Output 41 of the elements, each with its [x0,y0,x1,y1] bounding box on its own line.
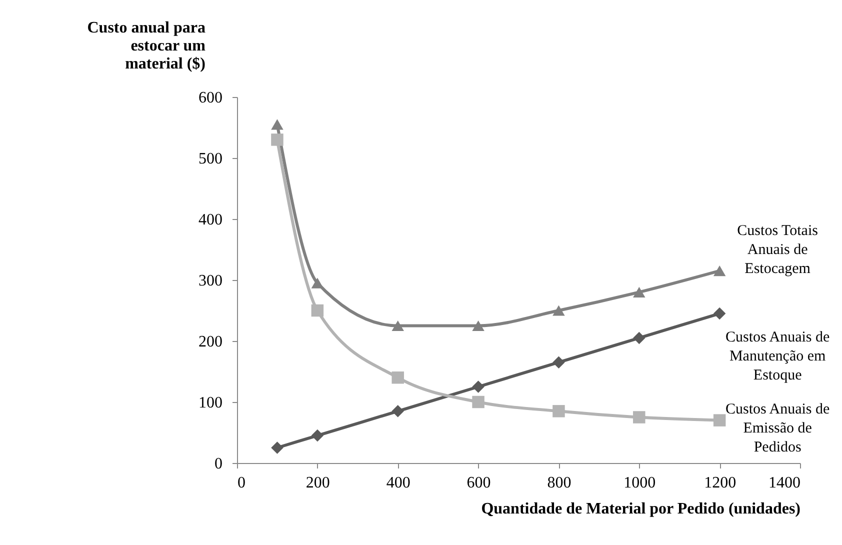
series-label: Custos Totais Anuais de Estocagem [737,222,818,277]
point [311,304,324,317]
y-tick-label: 200 [198,334,222,350]
y-tick-label: 100 [198,394,222,412]
point [271,119,284,130]
point [472,320,484,332]
point [713,307,726,320]
point [472,380,484,393]
y-tick-label: 600 [198,90,222,106]
y-axis-title: Custo anual para estocar um material ($) [87,20,206,72]
x-tick-label: 1400 [768,474,800,492]
point [552,305,565,316]
point [392,405,404,418]
point [633,411,646,424]
point [552,405,565,418]
x-tick-label: 600 [466,474,491,492]
x-tick-label: 800 [547,474,572,492]
point [392,371,404,384]
point [271,134,284,146]
y-tick-label: 0 [214,456,222,472]
y-tick-label: 500 [198,150,222,168]
point [311,278,324,288]
point [311,429,324,442]
series-label: Custos Anuais de Manutenção em Estoque [725,330,830,384]
series-label: Custos Anuais de Emissão de Pedidos [725,401,830,456]
x-axis-title: Quantidade de Material por Pedido (unidades) [481,500,800,518]
point [713,414,726,426]
x-tick-label: 1000 [624,474,656,492]
x-tick-label: 1200 [704,474,736,492]
point [271,442,284,454]
point [633,332,646,344]
y-tick-label: 400 [198,212,222,228]
y-tick-label: 300 [198,272,222,290]
x-tick-label: 0 [238,474,246,492]
x-tick-label: 400 [386,474,410,492]
point [392,320,404,332]
point [552,356,565,368]
x-tick-label: 200 [306,474,330,492]
point [633,286,646,298]
point [713,266,726,276]
point [472,396,484,408]
